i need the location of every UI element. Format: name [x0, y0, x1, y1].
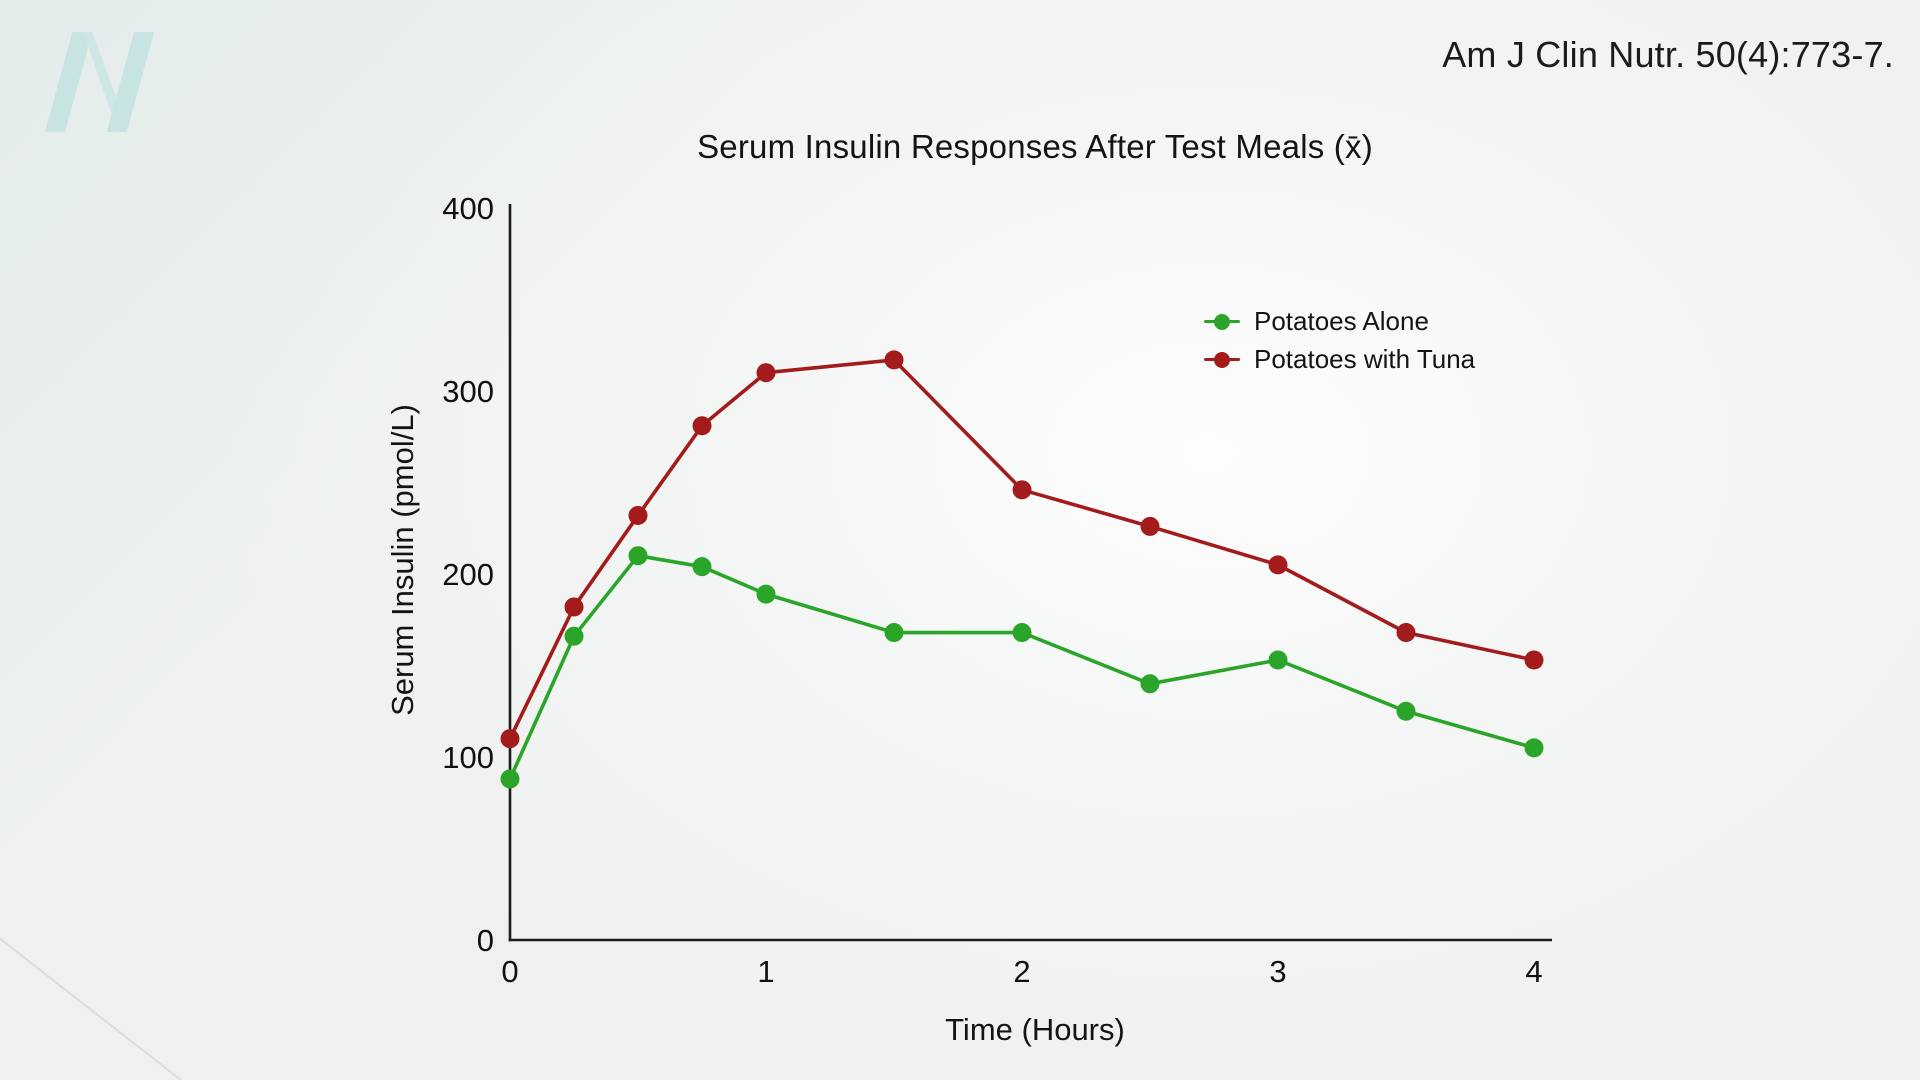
legend-item-potatoes-with-tuna: Potatoes with Tuna: [1204, 344, 1475, 375]
x-tick-label: 2: [1013, 954, 1030, 989]
data-point: [884, 623, 904, 643]
legend-label: Potatoes with Tuna: [1254, 344, 1476, 374]
data-point: [1012, 623, 1032, 643]
chart-title: Serum Insulin Responses After Test Meals…: [697, 128, 1373, 165]
data-point: [1396, 701, 1416, 721]
data-point: [692, 416, 712, 436]
data-point: [564, 626, 584, 646]
y-tick-label: 100: [442, 740, 494, 775]
legend-item-potatoes-alone: Potatoes Alone: [1204, 306, 1475, 337]
y-tick-label: 0: [477, 923, 494, 958]
n-logo-icon: [45, 32, 154, 132]
x-tick-label: 0: [501, 954, 518, 989]
data-point: [1140, 674, 1160, 694]
data-point: [1268, 650, 1288, 670]
data-point: [500, 729, 520, 749]
y-tick-label: 400: [442, 191, 494, 226]
legend-line-marker-icon: [1204, 350, 1240, 370]
data-point: [756, 363, 776, 383]
citation-text: Am J Clin Nutr. 50(4):773-7.: [1442, 34, 1894, 75]
data-point: [1524, 650, 1544, 670]
data-point: [1524, 738, 1544, 758]
data-point: [1140, 516, 1160, 536]
data-point: [692, 557, 712, 577]
x-tick-label: 1: [757, 954, 774, 989]
legend-line-marker-icon: [1204, 312, 1240, 332]
data-point: [1268, 555, 1288, 575]
data-point: [756, 584, 776, 604]
data-point: [628, 505, 648, 525]
data-point: [564, 597, 584, 617]
series-line: [508, 553, 1535, 780]
series-line: [508, 358, 1535, 740]
x-axis-title: Time (Hours): [945, 1012, 1125, 1047]
data-point: [1012, 480, 1032, 500]
data-point: [500, 769, 520, 789]
chart-legend: Potatoes Alone Potatoes with Tuna: [1204, 306, 1475, 375]
y-tick-label: 300: [442, 374, 494, 409]
x-tick-label: 3: [1269, 954, 1286, 989]
legend-label: Potatoes Alone: [1254, 306, 1429, 336]
series-potatoes-with-tuna: [500, 350, 1544, 749]
series-potatoes-alone: [500, 546, 1544, 789]
data-point: [628, 546, 648, 566]
data-point: [1396, 623, 1416, 643]
data-point: [884, 350, 904, 370]
y-tick-label: 200: [442, 557, 494, 592]
x-tick-label: 4: [1525, 954, 1542, 989]
